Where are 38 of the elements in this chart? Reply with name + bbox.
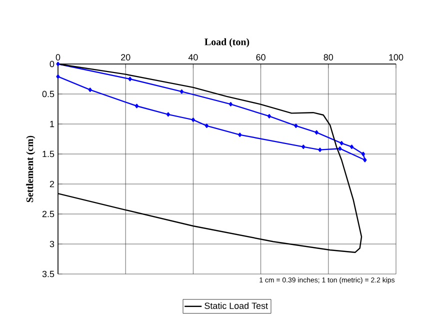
legend-label: Static Load Test (204, 302, 268, 309)
point (166, 112, 170, 117)
y-axis-title: Settlement (cm) (26, 136, 36, 202)
x-tick-label: 100 (389, 54, 404, 60)
y-tick-label: 3 (50, 240, 54, 248)
point (238, 132, 242, 137)
point (88, 88, 92, 92)
y-tick-label: 2 (50, 180, 54, 188)
point (350, 144, 354, 149)
y-tick-label: 1 (50, 120, 54, 128)
y-tick-label: 0.5 (42, 90, 54, 98)
point (361, 152, 366, 156)
x-tick-label: 0 (56, 54, 60, 60)
x-tick-label: 60 (256, 54, 266, 60)
point (363, 158, 367, 162)
point (318, 148, 322, 152)
point (314, 130, 318, 135)
point (56, 62, 60, 66)
y-tick-label: 3.5 (42, 270, 54, 278)
point (338, 146, 342, 151)
point (180, 89, 184, 94)
x-axis-title: Load (ton) (204, 38, 250, 48)
point (228, 102, 233, 106)
point (340, 141, 344, 146)
x-tick-label: 40 (188, 54, 198, 60)
point (191, 118, 195, 122)
point (204, 124, 209, 128)
point (134, 104, 139, 108)
y-tick-label: 2.5 (42, 210, 54, 218)
y-tick-label: 1.5 (42, 150, 54, 158)
point (294, 124, 298, 128)
y-tick-label: 0 (50, 60, 54, 68)
x-tick-label: 20 (121, 54, 130, 60)
point (128, 76, 132, 82)
point (267, 114, 272, 118)
point (302, 144, 306, 149)
x-tick-label: 80 (324, 54, 334, 60)
point (56, 74, 60, 79)
